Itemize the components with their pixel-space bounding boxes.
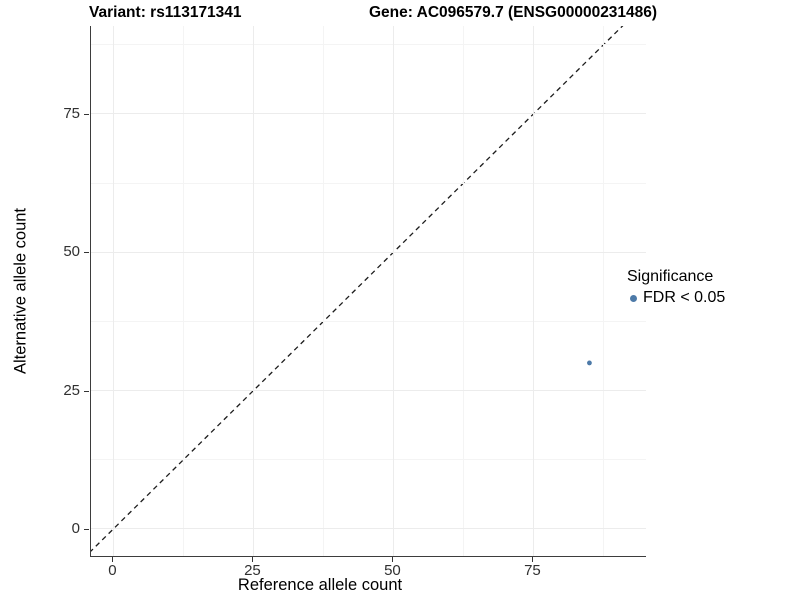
gridline-x-major: [112, 26, 114, 556]
legend-item: FDR < 0.05: [627, 289, 725, 307]
gridline-y-minor: [91, 320, 646, 322]
gridline-x-major: [392, 26, 394, 556]
y-axis-title: Alternative allele count: [11, 207, 30, 375]
plot-canvas: [91, 26, 624, 552]
x-tick-label: 50: [384, 562, 401, 579]
gridline-x-minor: [182, 26, 184, 556]
legend-item-label: FDR < 0.05: [643, 289, 726, 306]
y-axis-tick: [84, 390, 89, 392]
y-tick-label: 25: [63, 381, 80, 399]
gridline-y-major: [91, 113, 646, 115]
gridline-y-minor: [91, 459, 646, 461]
gridline-x-minor: [462, 26, 464, 556]
gridline-x-major: [252, 26, 254, 556]
y-axis-tick: [84, 252, 89, 254]
plot-title-gene: Gene: AC096579.7 (ENSG00000231486): [369, 4, 658, 21]
gridline-x-major: [532, 26, 534, 556]
gridline-y-major: [91, 251, 646, 253]
x-axis-tick: [112, 557, 114, 562]
gridline-y-minor: [91, 44, 646, 46]
y-tick-label: 50: [63, 243, 80, 261]
y-axis-tick: [84, 528, 89, 530]
x-axis-tick: [532, 557, 534, 562]
y-axis-tick: [84, 113, 89, 115]
legend-title: Significance: [627, 268, 714, 285]
legend: Significance FDR < 0.05: [627, 268, 725, 307]
y-tick-label: 75: [63, 104, 80, 122]
x-axis-tick: [252, 557, 254, 562]
gridline-x-minor: [602, 26, 604, 556]
identity-reference-line: [91, 26, 624, 552]
x-axis-tick: [392, 557, 394, 562]
data-point: [587, 360, 592, 366]
gridline-x-minor: [322, 26, 324, 556]
gridline-y-minor: [91, 182, 646, 184]
gridline-y-major: [91, 528, 646, 530]
x-axis-title: Reference allele count: [237, 576, 403, 594]
x-tick-label: 75: [524, 562, 541, 579]
y-tick-label: 0: [71, 519, 80, 537]
x-tick-label: 25: [244, 562, 261, 579]
x-tick-label: 0: [108, 562, 117, 579]
plot-panel: [90, 26, 646, 557]
plot-title-variant: Variant: rs113171341: [89, 4, 242, 21]
gridline-y-major: [91, 390, 646, 392]
legend-point-icon: [630, 294, 637, 302]
